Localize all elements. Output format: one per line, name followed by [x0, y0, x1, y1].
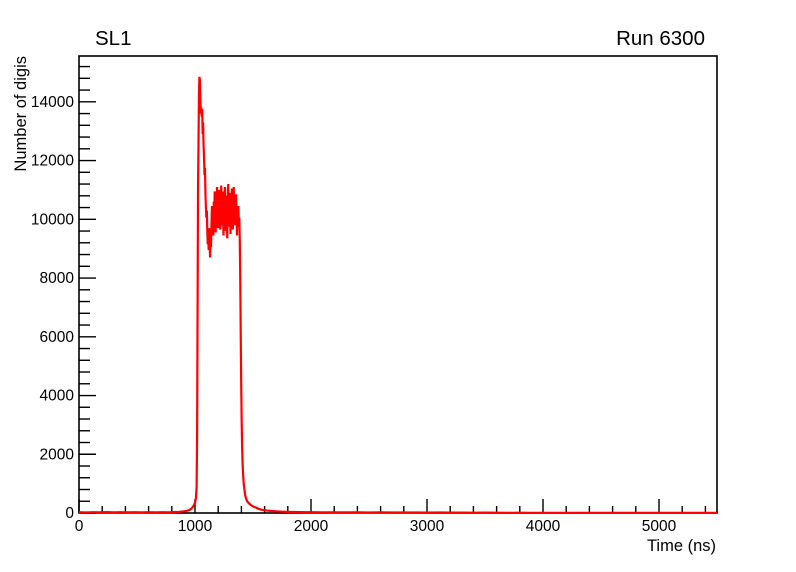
plot-frame — [78, 55, 718, 514]
y-tick-label: 8000 — [40, 270, 75, 287]
y-tick-label: 10000 — [31, 211, 74, 228]
x-tick-label: 5000 — [642, 518, 677, 535]
axes-layer: 0 1000 2000 3000 4000 5000 0 2000 4000 6000 8000 10… — [31, 55, 718, 535]
x-tick-label: 3000 — [410, 518, 445, 535]
chart-title: SL1 — [95, 27, 131, 50]
y-axis-title: Number of digis — [12, 56, 30, 172]
x-tick-label: 4000 — [526, 518, 561, 535]
y-tick-label: 6000 — [40, 329, 75, 346]
series-layer — [78, 76, 717, 515]
y-tick-label: 2000 — [40, 446, 75, 463]
histogram-line — [78, 76, 717, 515]
y-tick-label: 0 — [65, 505, 74, 522]
y-tick-label: 4000 — [40, 388, 75, 405]
x-tick-label: 1000 — [178, 518, 213, 535]
run-number-label: Run 6300 — [616, 27, 705, 50]
y-tick-label: 12000 — [31, 153, 74, 170]
y-tick-label: 14000 — [31, 94, 74, 111]
x-tick-label: 0 — [75, 518, 84, 535]
x-axis-title: Time (ns) — [647, 537, 716, 555]
x-tick-label: 2000 — [294, 518, 329, 535]
